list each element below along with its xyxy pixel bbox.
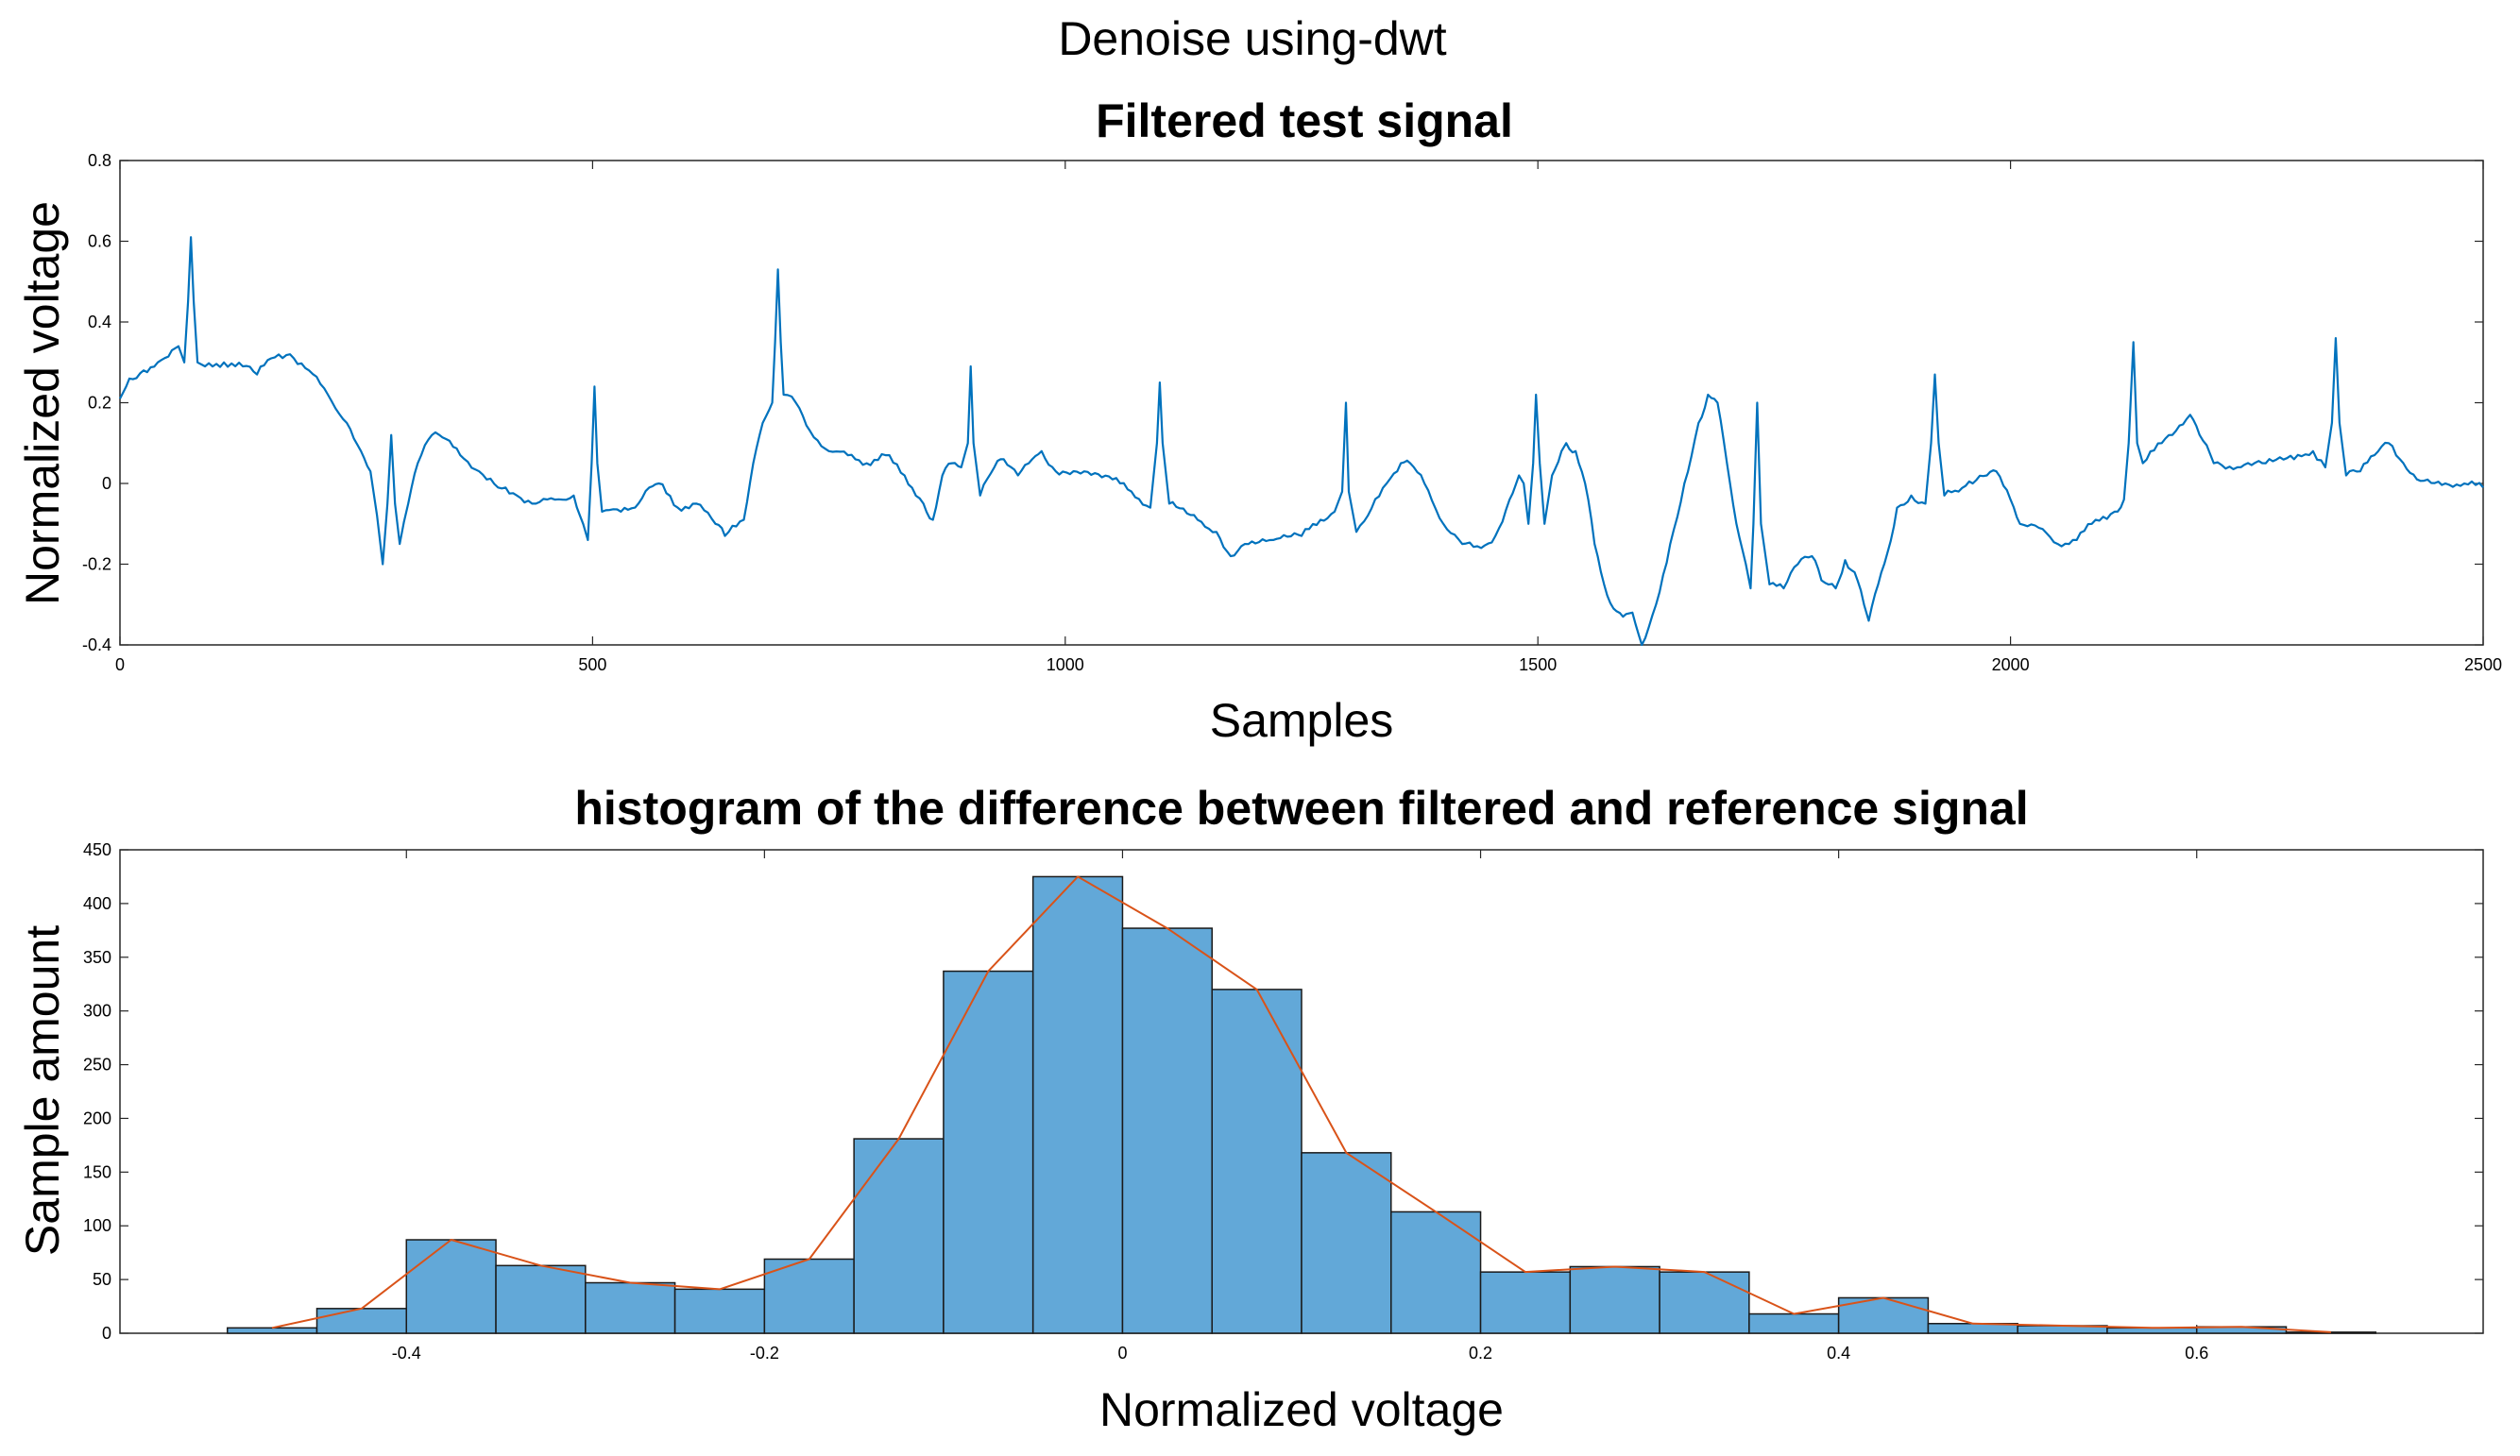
histogram-y-tick-label: 0 (102, 1324, 111, 1343)
histogram-bar (315, 1308, 408, 1334)
histogram-y-tick-label: 200 (83, 1109, 111, 1127)
line-plot-x-tick-label: 1500 (1519, 655, 1557, 674)
histogram-bar (1479, 1271, 1572, 1334)
histogram-y-tick-label: 300 (83, 1002, 111, 1021)
histogram-bars (226, 875, 2377, 1334)
histogram-x-tick-label: 0.6 (2185, 1344, 2208, 1363)
line-plot-y-tick-label: 0.4 (88, 313, 111, 331)
histogram-bar (1569, 1265, 1660, 1334)
histogram-x-tick-label: -0.4 (392, 1344, 421, 1363)
histogram-y-tick-label: 400 (83, 894, 111, 913)
histogram-bar (1390, 1211, 1482, 1334)
histogram-x-tick-label: -0.2 (750, 1344, 779, 1363)
line-plot-x-ticks: 0 500 1000 1500 2000 2500 (115, 161, 2502, 674)
figure-suptitle: Denoise using-dwt (1058, 12, 1446, 65)
histogram-title: histogram of the difference between filt… (574, 782, 2028, 835)
histogram-y-ticks: 0 50 100 150 200 250 300 350 400 450 (83, 840, 2483, 1343)
line-plot-y-tick-label: 0.2 (88, 394, 111, 413)
histogram-bar (495, 1264, 587, 1334)
histogram-bar (943, 970, 1034, 1334)
histogram-density-curve (271, 875, 2331, 1333)
histogram-bar (853, 1138, 945, 1334)
line-plot-y-tick-label: 0.6 (88, 232, 111, 251)
line-plot-y-axis-label: Normalized voltage (16, 201, 69, 605)
line-plot-axes (119, 160, 2484, 646)
histogram-bar (1121, 927, 1213, 1334)
histogram-x-tick-label: 0.2 (1469, 1344, 1492, 1363)
histogram-bar (1211, 989, 1303, 1334)
histogram-bar (1031, 875, 1124, 1334)
histogram-y-tick-label: 150 (83, 1162, 111, 1181)
line-plot-x-axis-label: Samples (1210, 694, 1394, 747)
histogram-y-tick-label: 50 (93, 1270, 111, 1289)
histogram-x-tick-label: 0.4 (1827, 1344, 1850, 1363)
histogram-bar (405, 1239, 497, 1334)
histogram-y-axis-label: Sample amount (16, 925, 69, 1256)
line-plot-x-tick-label: 0 (115, 655, 125, 674)
line-plot-x-tick-label: 2500 (2464, 655, 2502, 674)
histogram-bar (1301, 1152, 1392, 1334)
signal-series-line (119, 236, 2484, 647)
line-plot-title: Filtered test signal (1096, 94, 1513, 147)
histogram-bar (1659, 1271, 1750, 1334)
line-plot-x-tick-label: 500 (578, 655, 606, 674)
histogram-y-tick-label: 350 (83, 948, 111, 967)
histogram-y-tick-label: 450 (83, 840, 111, 859)
histogram-x-axis-label: Normalized voltage (1099, 1383, 1504, 1436)
histogram-bar (226, 1327, 318, 1334)
histogram-x-ticks: -0.4 -0.2 0 0.2 0.4 0.6 (392, 850, 2208, 1363)
histogram-bar (585, 1281, 676, 1334)
line-plot-y-tick-label: -0.4 (82, 635, 111, 654)
line-plot-panel: Filtered test signal 0 500 1000 1500 2000 250… (16, 94, 2502, 747)
histogram-y-tick-label: 250 (83, 1056, 111, 1075)
line-plot-x-tick-label: 1000 (1047, 655, 1084, 674)
histogram-bar (673, 1288, 766, 1334)
line-plot-y-ticks: -0.4 -0.2 0 0.2 0.4 0.6 0.8 (82, 151, 2483, 654)
line-plot-y-tick-label: -0.2 (82, 555, 111, 574)
line-plot-y-tick-label: 0 (102, 474, 111, 493)
line-plot-x-tick-label: 2000 (1992, 655, 2030, 674)
histogram-x-tick-label: 0 (1117, 1344, 1127, 1363)
histogram-panel: histogram of the difference between filt… (16, 782, 2484, 1436)
histogram-y-tick-label: 100 (83, 1216, 111, 1235)
line-plot-y-tick-label: 0.8 (88, 151, 111, 170)
histogram-bar (1748, 1312, 1840, 1334)
